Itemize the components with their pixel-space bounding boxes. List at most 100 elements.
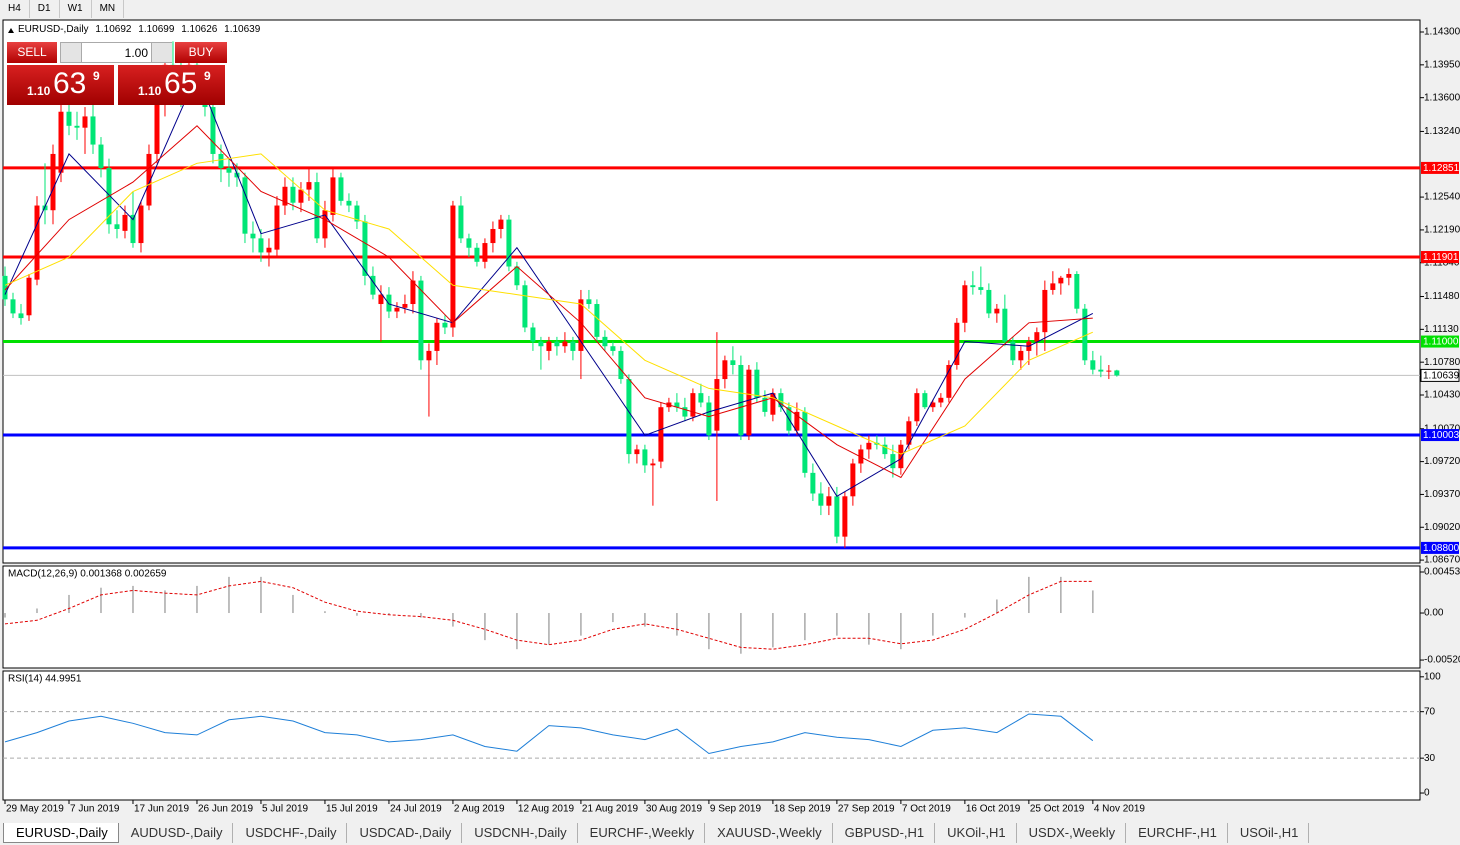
y-tick-label: 1.10070: [1424, 423, 1460, 434]
header-close: 1.10639: [224, 24, 261, 35]
macd-signal: [4, 580, 1093, 650]
y-tick-label: -0.00520: [1424, 655, 1460, 666]
x-tick-label: 5 Jul 2019: [262, 804, 309, 815]
candle-body: [962, 285, 968, 323]
candle-body: [354, 205, 360, 222]
sell-quote[interactable]: 1.10 63 9: [7, 65, 114, 105]
candle-body: [626, 379, 632, 455]
candle-body: [154, 97, 160, 154]
candle-body: [306, 182, 312, 190]
candle-body: [506, 219, 512, 267]
y-tick-label: 1.08670: [1424, 555, 1460, 566]
candle-body: [442, 322, 448, 328]
chart-tab[interactable]: EURCHF-,H1: [1126, 823, 1228, 843]
chart-tab[interactable]: USOil-,H1: [1228, 823, 1310, 843]
header-open: 1.10692: [95, 24, 132, 35]
quote-fraction: 9: [204, 69, 211, 83]
moving-average: [4, 125, 1093, 479]
candle-body: [898, 444, 904, 469]
candle-body: [98, 144, 104, 169]
candle-body: [130, 214, 136, 244]
y-tick-label: 0.004536: [1424, 567, 1460, 578]
x-tick-label: 7 Oct 2019: [902, 804, 951, 815]
candle-body: [530, 327, 536, 342]
chart-tab[interactable]: USDCAD-,Daily: [347, 823, 463, 843]
y-tick-label: 0: [1424, 788, 1430, 799]
timeframe-button[interactable]: W1: [60, 0, 92, 18]
level-label: 1.10003: [1423, 430, 1460, 441]
candle-body: [346, 200, 352, 206]
x-tick-label: 21 Aug 2019: [582, 804, 639, 815]
chart-tab[interactable]: USDX-,Weekly: [1017, 823, 1127, 843]
x-tick-label: 2 Aug 2019: [454, 804, 505, 815]
candle-body: [818, 493, 824, 506]
timeframe-bar: H4 D1 W1 MN: [0, 0, 125, 18]
candle-body: [378, 294, 384, 305]
candle-body: [298, 189, 304, 203]
header-triangle: [8, 28, 14, 33]
level-label: 1.11901: [1423, 252, 1459, 263]
candle-body: [938, 397, 944, 403]
quote-big: 1.10: [138, 84, 162, 98]
candle-body: [1106, 370, 1112, 372]
candle-body: [546, 341, 552, 351]
candle-body: [82, 116, 88, 128]
candle-body: [274, 205, 280, 250]
chart-tab[interactable]: XAUUSD-,Weekly: [705, 823, 833, 843]
candle-body: [794, 411, 800, 431]
candle-body: [458, 205, 464, 239]
candle-body: [698, 393, 704, 403]
candle-body: [338, 177, 344, 201]
chart-tab[interactable]: USDCNH-,Daily: [462, 823, 578, 843]
spin-button[interactable]: [61, 43, 82, 62]
candle-body: [1098, 369, 1104, 372]
candle-body: [514, 266, 520, 286]
sell-button[interactable]: SELL: [7, 42, 57, 63]
timeframe-button[interactable]: H4: [0, 0, 30, 18]
candle-body: [770, 393, 776, 415]
y-tick-label: 1.10780: [1424, 357, 1460, 368]
candle-body: [74, 125, 80, 128]
chart-tab[interactable]: EURUSD-,Daily: [3, 823, 119, 843]
candle-body: [402, 304, 408, 308]
timeframe-button[interactable]: D1: [30, 0, 60, 18]
header-high: 1.10699: [138, 24, 175, 35]
timeframe-button[interactable]: MN: [92, 0, 125, 18]
level-label-box: [1421, 541, 1459, 554]
chart-tab[interactable]: USDCHF-,Daily: [233, 823, 348, 843]
candle-body: [1074, 274, 1080, 309]
chart-tab[interactable]: GBPUSD-,H1: [833, 823, 936, 843]
candle-body: [578, 299, 584, 351]
level-label-box: [1421, 335, 1459, 348]
candle-body: [650, 463, 656, 466]
candle-body: [978, 287, 984, 290]
candle-body: [690, 393, 696, 417]
candle-body: [66, 111, 72, 126]
candle-body: [562, 341, 568, 347]
candle-body: [114, 224, 120, 229]
x-tick-label: 12 Aug 2019: [518, 804, 575, 815]
candle-body: [922, 393, 928, 408]
buy-quote[interactable]: 1.10 65 9: [118, 65, 225, 105]
y-tick-label: 1.10430: [1424, 390, 1460, 401]
candle-body: [842, 496, 848, 537]
candle-body: [10, 299, 16, 314]
candle-body: [26, 277, 32, 316]
candle-body: [714, 379, 720, 431]
spin-button[interactable]: [151, 43, 172, 62]
candle-body: [954, 322, 960, 365]
chart-panel: [2, 19, 1421, 564]
buy-button[interactable]: BUY: [175, 42, 227, 63]
chart-tab[interactable]: AUDUSD-,Daily: [119, 823, 234, 843]
lot-spinner[interactable]: 1.00: [60, 42, 172, 63]
candle-body: [314, 182, 320, 239]
chart-tab[interactable]: EURCHF-,Weekly: [578, 823, 706, 843]
candle-body: [426, 350, 432, 361]
chart-tab[interactable]: UKOil-,H1: [935, 823, 1017, 843]
candle-body: [330, 177, 336, 215]
rsi-line: [4, 713, 1094, 755]
candle-body: [290, 186, 296, 203]
candle-body: [466, 238, 472, 248]
candle-body: [122, 214, 128, 231]
